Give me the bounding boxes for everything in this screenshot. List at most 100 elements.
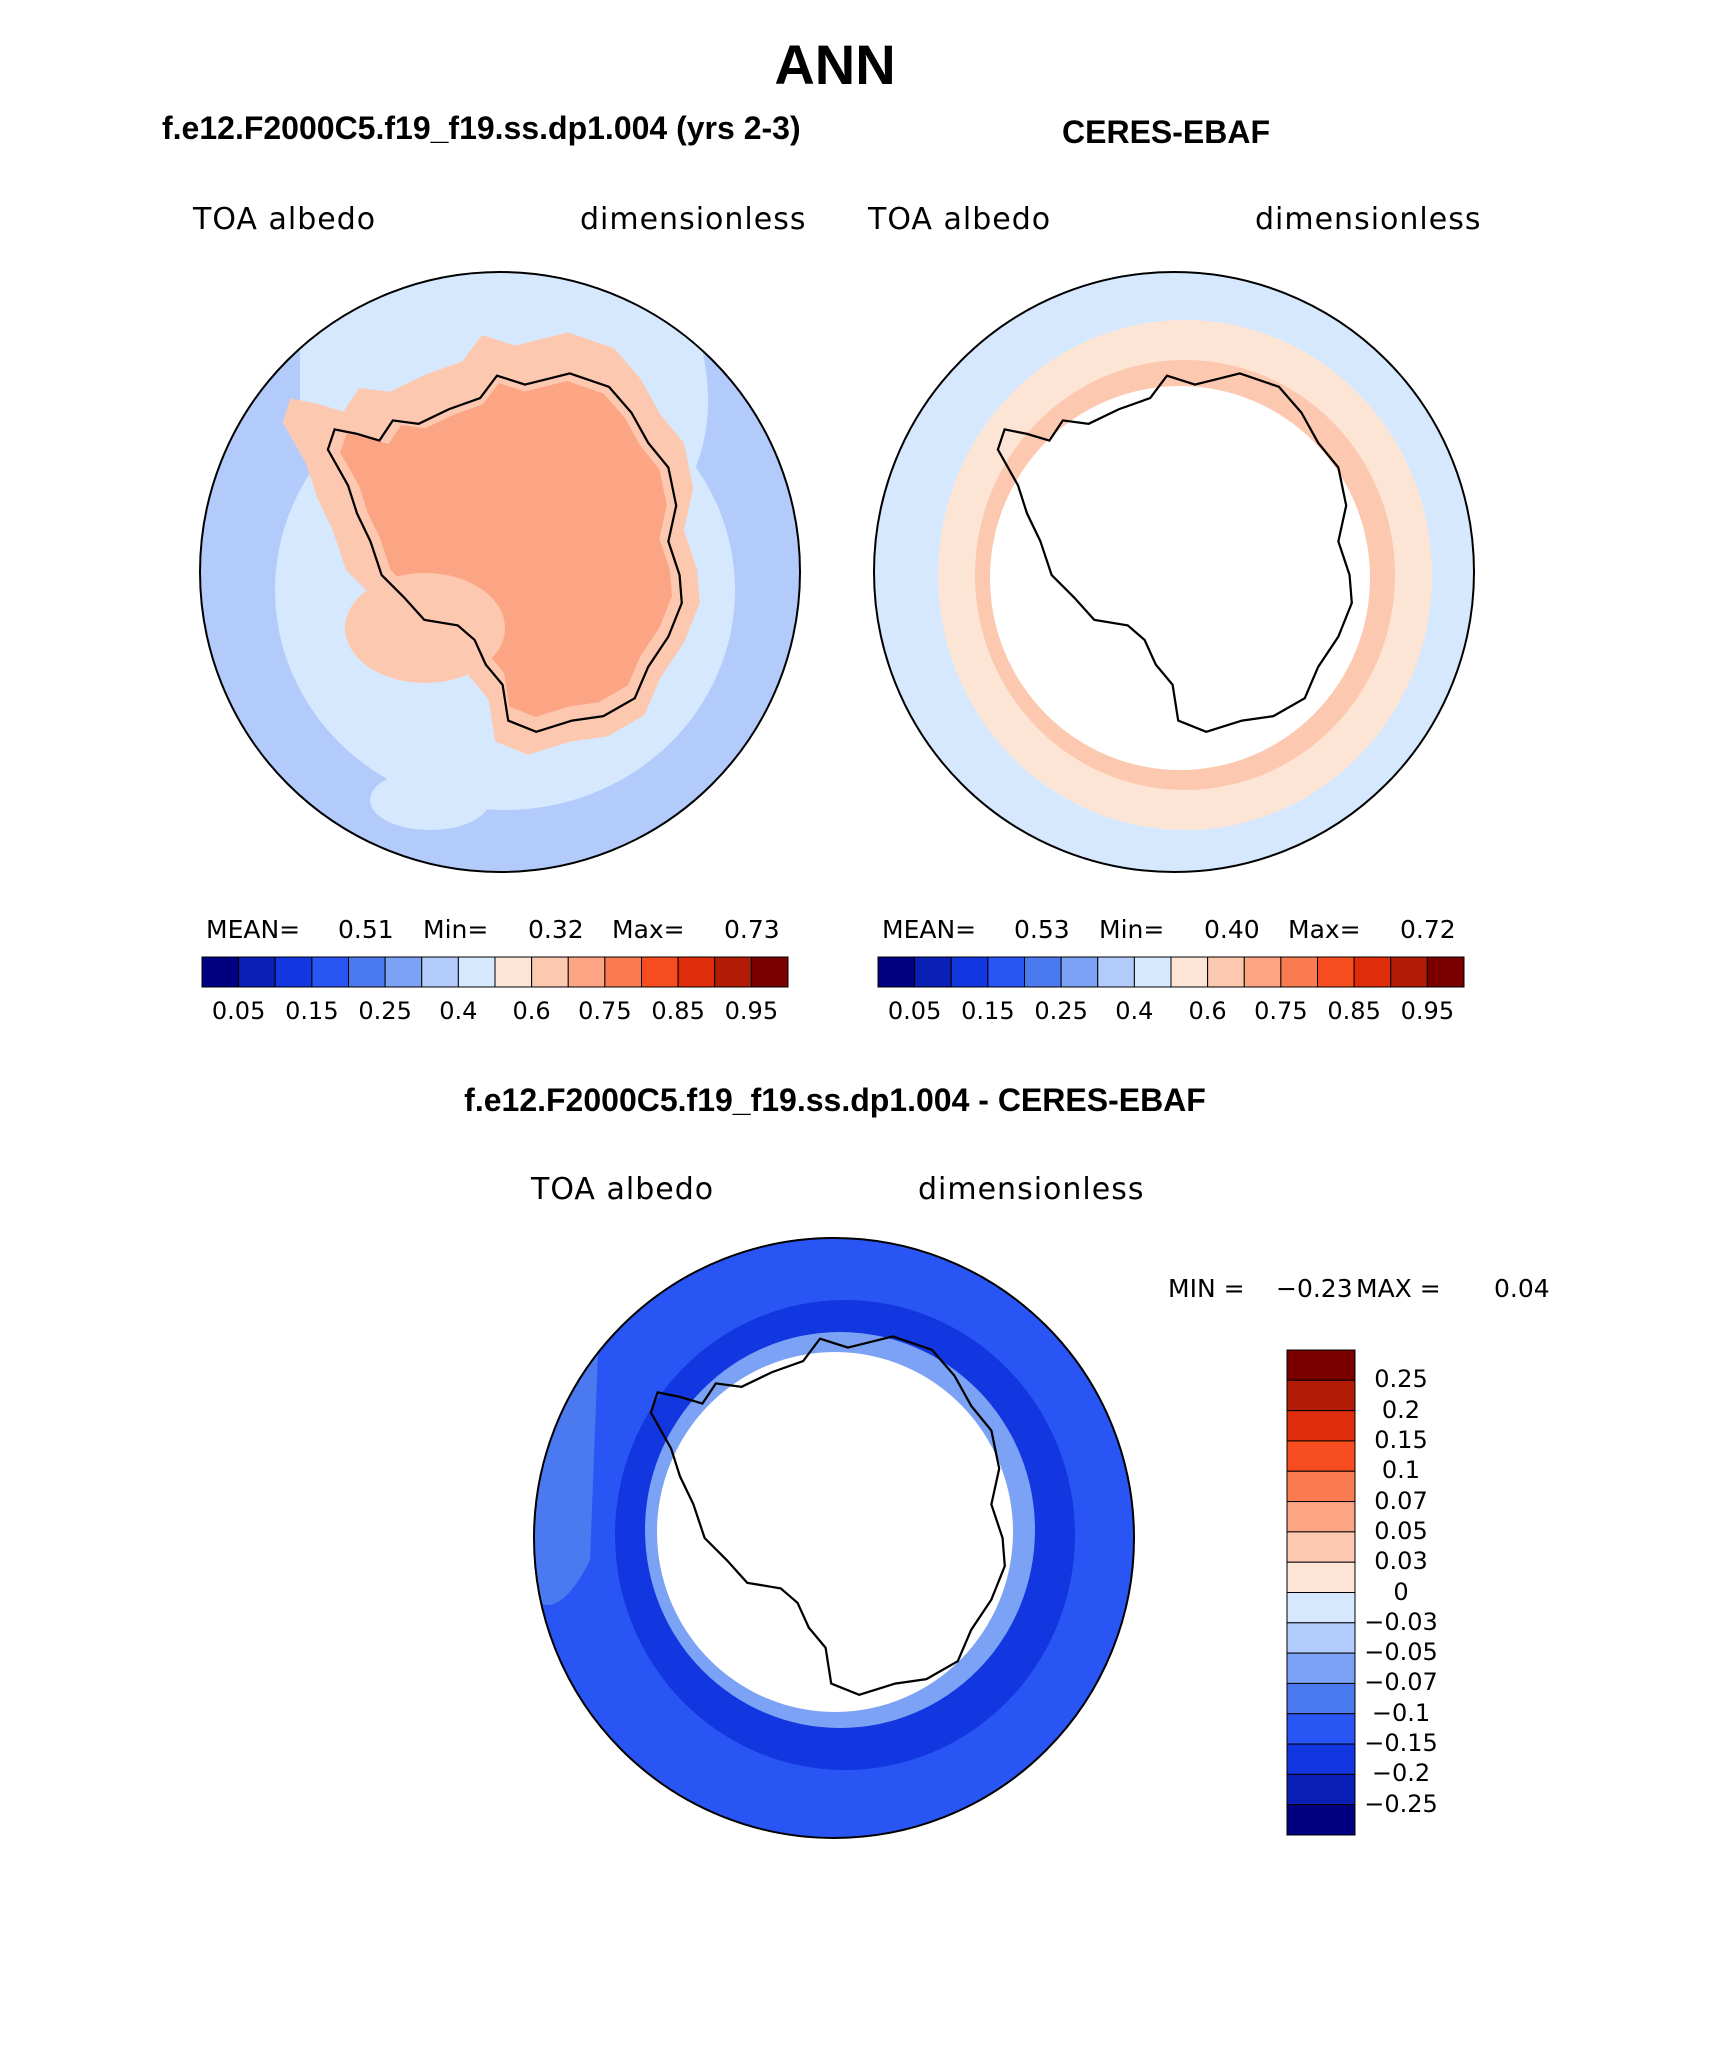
diff-colorbar-swatch bbox=[1286, 1804, 1356, 1836]
figure-title: ANN bbox=[774, 33, 896, 96]
diff-colorbar-swatch bbox=[1286, 1410, 1356, 1442]
panel-1-colorbar-tick-label: 0.25 bbox=[358, 997, 412, 1025]
diff-max-value: 0.04 bbox=[1494, 1274, 1550, 1303]
panel-2-variable-label: TOA albedo bbox=[868, 202, 1052, 237]
diff-colorbar-swatch bbox=[1286, 1773, 1356, 1806]
panel-2-colorbar-swatch bbox=[950, 956, 989, 988]
panel-2-case-title: CERES-EBAF bbox=[1062, 114, 1271, 150]
diff-colorbar-swatch bbox=[1286, 1470, 1356, 1503]
diff-colorbar-swatch bbox=[1286, 1379, 1356, 1412]
panel-1-light-patch bbox=[370, 770, 490, 830]
panel-2-max-label: Max= bbox=[1288, 915, 1361, 944]
panel-2-colorbar-swatch bbox=[1280, 956, 1318, 988]
diff-colorbar-tick-label: −0.05 bbox=[1364, 1638, 1438, 1667]
diff-colorbar-tick-label: −0.25 bbox=[1364, 1789, 1438, 1818]
panel-1-max-label: Max= bbox=[612, 915, 685, 944]
diff-colorbar-tick-label: −0.15 bbox=[1364, 1729, 1438, 1758]
panel-1-colorbar-swatch bbox=[457, 956, 496, 988]
panel-1-mean-label: MEAN= bbox=[206, 915, 301, 944]
panel-1-colorbar-swatch bbox=[531, 956, 569, 988]
diff-colorbar-swatch bbox=[1286, 1349, 1356, 1381]
panel-1-colorbar-swatch bbox=[494, 956, 533, 988]
panel-2-colorbar-tick-label: 0.15 bbox=[961, 997, 1015, 1025]
panel-2-colorbar-tick-label: 0.05 bbox=[887, 997, 942, 1025]
panel-1-units-label: dimensionless bbox=[580, 202, 807, 237]
panel-2-colorbar-swatch bbox=[1353, 956, 1392, 988]
diff-colorbar-swatch bbox=[1286, 1713, 1356, 1745]
panel-1-colorbar-swatch bbox=[421, 956, 459, 988]
diff-colorbar-swatch bbox=[1286, 1652, 1356, 1684]
diff-colorbar-swatch bbox=[1286, 1531, 1356, 1563]
panel-2-min-value: 0.40 bbox=[1204, 915, 1260, 944]
diff-map-border bbox=[533, 1237, 1135, 1839]
panel-1-colorbar-swatch bbox=[567, 956, 606, 988]
panel-2-colorbar-swatch bbox=[1060, 956, 1099, 988]
panel-1-colorbar-tick-label: 0.95 bbox=[724, 997, 779, 1025]
diff-max-label: MAX = bbox=[1356, 1274, 1441, 1303]
diff-colorbar-tick-label: 0.2 bbox=[1381, 1395, 1421, 1424]
diff-colorbar-tick-label: 0.03 bbox=[1374, 1547, 1428, 1576]
panel-1-colorbar-swatch bbox=[750, 956, 789, 988]
panel-1-colorbar bbox=[201, 956, 789, 988]
diff-colorbar-swatch bbox=[1286, 1501, 1356, 1533]
diff-colorbar-tick-label: −0.03 bbox=[1364, 1607, 1438, 1636]
diff-colorbar-swatch bbox=[1286, 1561, 1356, 1593]
panel-1-west-antarctica bbox=[345, 573, 505, 683]
panel-2-colorbar-swatch bbox=[1097, 956, 1135, 988]
diff-colorbar-tick-label: −0.07 bbox=[1364, 1668, 1438, 1697]
panel-2-colorbar-tick-label: 0.85 bbox=[1327, 997, 1381, 1025]
panel-2-min-label: Min= bbox=[1099, 915, 1165, 944]
diff-colorbar-tick-label: 0.07 bbox=[1374, 1486, 1428, 1515]
panel-1-colorbar-tick-label: 0.4 bbox=[439, 997, 478, 1025]
panel-2-mean-label: MEAN= bbox=[882, 915, 977, 944]
panel-2-map bbox=[873, 271, 1475, 873]
diff-missing-interior bbox=[657, 1352, 1013, 1712]
panel-2-missing-interior bbox=[990, 386, 1370, 770]
diff-colorbar-swatch bbox=[1286, 1592, 1356, 1624]
panel-1-colorbar-swatch bbox=[604, 956, 642, 988]
panel-1-colorbar-swatch bbox=[384, 956, 423, 988]
panel-1-colorbar-tick-label: 0.15 bbox=[285, 997, 339, 1025]
panel-1-variable-label: TOA albedo bbox=[193, 202, 377, 237]
panel-1-colorbar-swatch bbox=[641, 956, 679, 988]
panel-1-min-label: Min= bbox=[423, 915, 489, 944]
diff-colorbar-swatch bbox=[1286, 1682, 1356, 1715]
diff-colorbar-tick-label: 0.05 bbox=[1374, 1516, 1428, 1545]
panel-1-colorbar-swatch bbox=[238, 956, 276, 988]
diff-colorbar-tick-label: 0.15 bbox=[1374, 1425, 1428, 1454]
panel-1-case-title: f.e12.F2000C5.f19_f19.ss.dp1.004 (yrs 2-… bbox=[162, 110, 801, 146]
panel-1-colorbar-swatch bbox=[274, 956, 313, 988]
panel-1-min-value: 0.32 bbox=[528, 915, 584, 944]
panel-1-max-value: 0.73 bbox=[724, 915, 780, 944]
panel-2-map-border bbox=[873, 271, 1475, 873]
panel-2-colorbar-swatch bbox=[1390, 956, 1428, 988]
panel-2-colorbar-swatch bbox=[1243, 956, 1282, 988]
diff-colorbar-tick-label: 0 bbox=[1393, 1577, 1409, 1606]
panel-2-colorbar-tick-label: 0.4 bbox=[1115, 997, 1154, 1025]
panel-1-colorbar-swatch bbox=[348, 956, 386, 988]
panel-1-colorbar-tick-label: 0.75 bbox=[578, 997, 632, 1025]
panel-2-colorbar bbox=[877, 956, 1465, 988]
panel-2-colorbar-swatch bbox=[1317, 956, 1355, 988]
panel-1-colorbar-tick-label: 0.05 bbox=[211, 997, 266, 1025]
diff-min-value: −0.23 bbox=[1276, 1274, 1353, 1303]
diff-colorbar-tick-label: 0.25 bbox=[1374, 1365, 1428, 1394]
diff-colorbar bbox=[1286, 1349, 1356, 1836]
panel-1-colorbar-tick-label: 0.85 bbox=[651, 997, 705, 1025]
panel-1-colorbar-swatch bbox=[677, 956, 716, 988]
diff-colorbar-tick-label: −0.2 bbox=[1371, 1759, 1431, 1788]
panel-2-colorbar-swatch bbox=[1170, 956, 1209, 988]
diff-units-label: dimensionless bbox=[918, 1172, 1145, 1207]
diff-colorbar-swatch bbox=[1286, 1622, 1356, 1654]
diff-colorbar-tick-label: −0.1 bbox=[1371, 1698, 1431, 1727]
diff-colorbar-swatch bbox=[1286, 1440, 1356, 1472]
diff-min-label: MIN = bbox=[1168, 1274, 1245, 1303]
panel-2-colorbar-tick-label: 0.95 bbox=[1400, 997, 1455, 1025]
panel-2-colorbar-swatch bbox=[1024, 956, 1062, 988]
panel-2-colorbar-swatch bbox=[914, 956, 952, 988]
panel-2-max-value: 0.72 bbox=[1400, 915, 1456, 944]
panel-1-map bbox=[199, 271, 801, 873]
panel-1-mean-value: 0.51 bbox=[338, 915, 394, 944]
panel-2-colorbar-swatch bbox=[1207, 956, 1245, 988]
